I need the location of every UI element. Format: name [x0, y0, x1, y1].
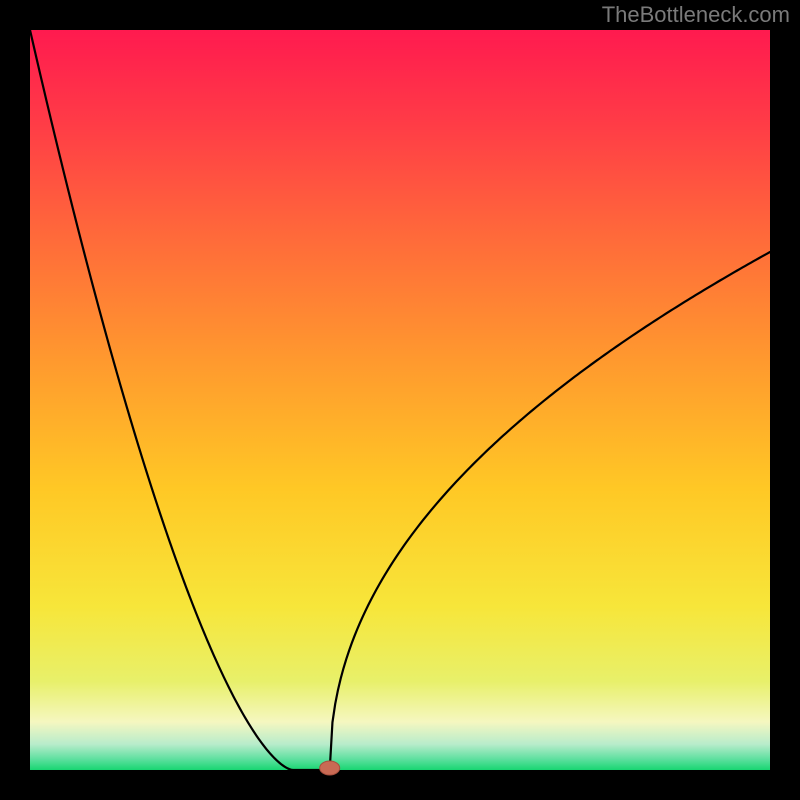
- valley-marker: [320, 761, 340, 775]
- chart-stage: TheBottleneck.com: [0, 0, 800, 800]
- bottleneck-chart-svg: [0, 0, 800, 800]
- plot-background: [30, 30, 770, 770]
- watermark-text: TheBottleneck.com: [602, 2, 790, 28]
